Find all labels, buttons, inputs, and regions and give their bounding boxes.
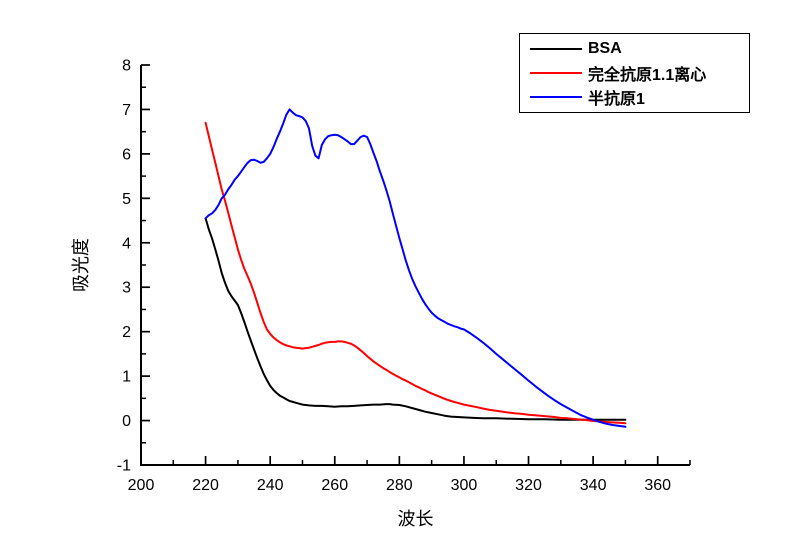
x-axis-title: 波长 (397, 509, 434, 529)
legend-line-sample-blue (530, 95, 582, 99)
y-axis-title: 吸光度 (71, 238, 91, 292)
x-tick-label: 360 (644, 477, 671, 494)
legend-line-sample-red (530, 71, 582, 75)
y-tick-label: -1 (117, 458, 131, 475)
y-tick-label: 6 (122, 146, 131, 163)
y-tick-label: 4 (122, 235, 131, 252)
y-tick-label: 3 (122, 280, 131, 297)
curve-2 (204, 108, 627, 428)
x-tick-label: 300 (451, 477, 478, 494)
legend-item-bsa: BSA (520, 37, 749, 61)
legend-label-complete-antigen: 完全抗原1.1离心 (588, 67, 707, 84)
x-tick-label: 220 (192, 477, 219, 494)
legend-label-bsa: BSA (588, 40, 622, 57)
x-tick-label: 280 (386, 477, 413, 494)
curve-1 (204, 121, 627, 425)
legend-item-complete-antigen: 完全抗原1.1离心 (520, 61, 749, 85)
y-tick-label: 1 (122, 369, 131, 386)
y-tick-label: 5 (122, 191, 131, 208)
y-tick-label: 7 (122, 102, 131, 119)
x-tick-label: 340 (580, 477, 607, 494)
legend-label-hapten: 半抗原1 (588, 91, 645, 108)
legend: BSA 完全抗原1.1离心 半抗原1 (519, 33, 750, 113)
x-tick-label: 260 (321, 477, 348, 494)
x-tick-label: 320 (515, 477, 542, 494)
legend-item-hapten: 半抗原1 (520, 85, 749, 109)
x-tick-label: 200 (128, 477, 155, 494)
x-tick-label: 240 (257, 477, 284, 494)
y-tick-label: 2 (122, 324, 131, 341)
legend-line-sample-black (530, 47, 582, 51)
y-tick-label: 8 (122, 58, 131, 75)
y-tick-label: 0 (122, 413, 131, 430)
curve-0 (204, 217, 627, 421)
